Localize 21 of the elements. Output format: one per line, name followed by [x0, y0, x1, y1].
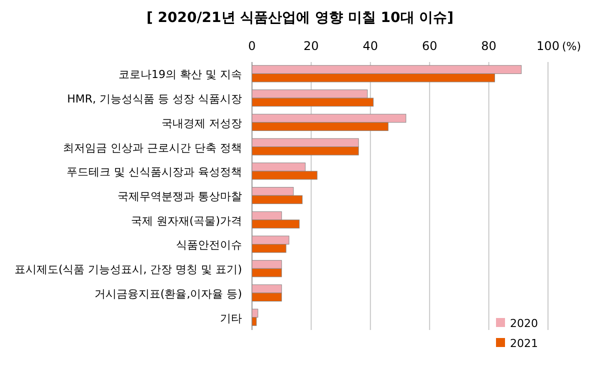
- x-tick-label: 0: [248, 39, 256, 53]
- y-tick-label: HMR, 기능성식품 등 성장 식품시장: [67, 92, 242, 106]
- y-tick-label: 최저임금 인상과 근로시간 단축 정책: [63, 141, 242, 154]
- x-tick-label: 60: [422, 39, 438, 53]
- y-tick-label: 거시금융지표(환율,이자율 등): [94, 287, 242, 300]
- x-tick-label: 40: [362, 39, 378, 53]
- x-tick-label: 100: [536, 39, 560, 53]
- x-axis-title: (%): [562, 40, 582, 53]
- legend-label: 2021: [510, 337, 538, 350]
- x-tick-label: 20: [304, 39, 319, 53]
- y-tick-label: 기타: [220, 312, 242, 325]
- y-tick-label: 국제무역분쟁과 통상마찰: [118, 190, 242, 203]
- y-tick-label: 국제 원자재(곡물)가격: [130, 214, 242, 228]
- y-tick-label: 푸드테크 및 신식품시장과 육성정책: [66, 166, 242, 179]
- y-tick-label: 식품안전이슈: [176, 238, 242, 252]
- y-tick-label: 국내경제 저성장: [162, 116, 242, 130]
- x-tick-label: 80: [481, 39, 496, 53]
- chart-title: [ 2020/21년 식품산업에 영향 미칠 10대 이슈]: [146, 10, 454, 26]
- y-tick-label: 표시제도(식품 기능성표시, 간장 명칭 및 표기): [14, 263, 242, 276]
- y-tick-label: 코로나19의 확산 및 지속: [118, 68, 242, 82]
- legend-label: 2020: [510, 317, 538, 330]
